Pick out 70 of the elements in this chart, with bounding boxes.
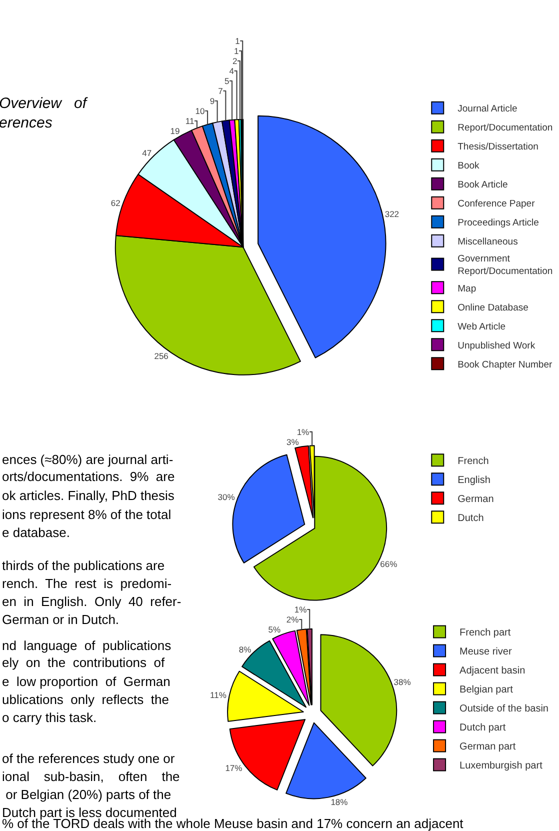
- legend-label: Conference Paper: [458, 198, 535, 210]
- legend-label: French part: [460, 628, 511, 639]
- text: ional sub-basin, often the: [2, 769, 180, 784]
- data-label: 11: [185, 116, 194, 126]
- data-label: 9: [210, 96, 215, 106]
- legend-label: Adjacent basin: [460, 666, 526, 677]
- legend-label: Dutch part: [460, 722, 506, 734]
- text: ublications only reflects the: [2, 692, 169, 707]
- data-label: 322: [384, 208, 400, 219]
- data-label: 47: [142, 148, 152, 158]
- data-label: 17%: [225, 762, 243, 773]
- legend-label: Book Chapter Number: [458, 359, 552, 370]
- data-label: 3%: [286, 436, 300, 447]
- data-label: 2%: [286, 614, 300, 625]
- data-label: 1: [234, 46, 240, 56]
- data-label: 1%: [296, 426, 310, 437]
- legend-label: Miscellaneous: [458, 236, 518, 248]
- legend-label: Dutch: [458, 513, 484, 524]
- legend-label: German: [458, 494, 494, 506]
- legend-label: Online Database: [458, 302, 528, 314]
- data-label: 62: [110, 198, 121, 208]
- legend-label: Report/Documentation: [458, 122, 553, 134]
- legend-label: Proceedings Article: [458, 218, 539, 229]
- legend-label: Belgian part: [460, 684, 514, 696]
- data-label: 38%: [394, 676, 412, 687]
- legend-label: Meuse river: [460, 646, 512, 658]
- data-label: 11%: [210, 690, 227, 700]
- data-label: 256: [154, 351, 169, 362]
- data-label: 1: [235, 36, 240, 46]
- text: e database.: [2, 525, 70, 540]
- text: orts/documentations. 9% are: [2, 469, 175, 484]
- legend-label: Thesis/Dissertation: [458, 142, 538, 153]
- legend-label: Book: [458, 160, 480, 172]
- data-label: 5: [224, 76, 230, 86]
- legend-label: Map: [458, 283, 476, 294]
- data-label: 18%: [330, 797, 348, 808]
- data-label: 10: [195, 106, 206, 116]
- text: o carry this task.: [2, 710, 97, 725]
- data-label: 66%: [380, 559, 398, 570]
- data-label: 5%: [268, 624, 281, 635]
- text: ok articles. Finally, PhD thesis: [2, 488, 175, 503]
- legend-label: Government Report/Documentation: [458, 254, 553, 278]
- legend-label: Luxemburgish part: [460, 760, 543, 772]
- legend-label: Journal Article: [458, 104, 518, 115]
- text: ely on the contributions of: [2, 655, 165, 670]
- text: e low proportion of German: [2, 674, 170, 689]
- legend-label: Outside of the basin: [460, 704, 548, 715]
- legend-label: English: [458, 475, 490, 486]
- legend-label: French: [458, 456, 489, 468]
- data-label: 8%: [238, 644, 252, 654]
- data-label: 4: [229, 66, 234, 76]
- text: en in English. Only 40 refer-: [2, 594, 182, 609]
- data-label: 1%: [294, 604, 308, 615]
- text: rench. The rest is predomi-: [2, 576, 172, 591]
- data-label: 7: [218, 86, 224, 96]
- text: thirds of the publications are: [2, 558, 165, 573]
- legend-label: Unpublished Work: [458, 340, 536, 352]
- data-label: 2: [232, 56, 238, 66]
- text: or Belgian (20%) parts of the: [2, 787, 172, 802]
- text: nd language of publications: [2, 638, 172, 653]
- legend-label: German part: [460, 742, 516, 753]
- data-label: 30%: [218, 492, 236, 502]
- text: ions represent 8% of the total: [2, 507, 172, 522]
- data-label: 19: [170, 126, 180, 136]
- text: German or in Dutch.: [2, 612, 120, 627]
- text: Dutch part is less documented: [2, 805, 177, 820]
- text: ences (≈80%) are journal arti-: [2, 452, 174, 467]
- legend-label: Book Article: [458, 180, 508, 191]
- legend-label: Web Article: [458, 321, 506, 332]
- text: of the references study one or: [2, 751, 176, 766]
